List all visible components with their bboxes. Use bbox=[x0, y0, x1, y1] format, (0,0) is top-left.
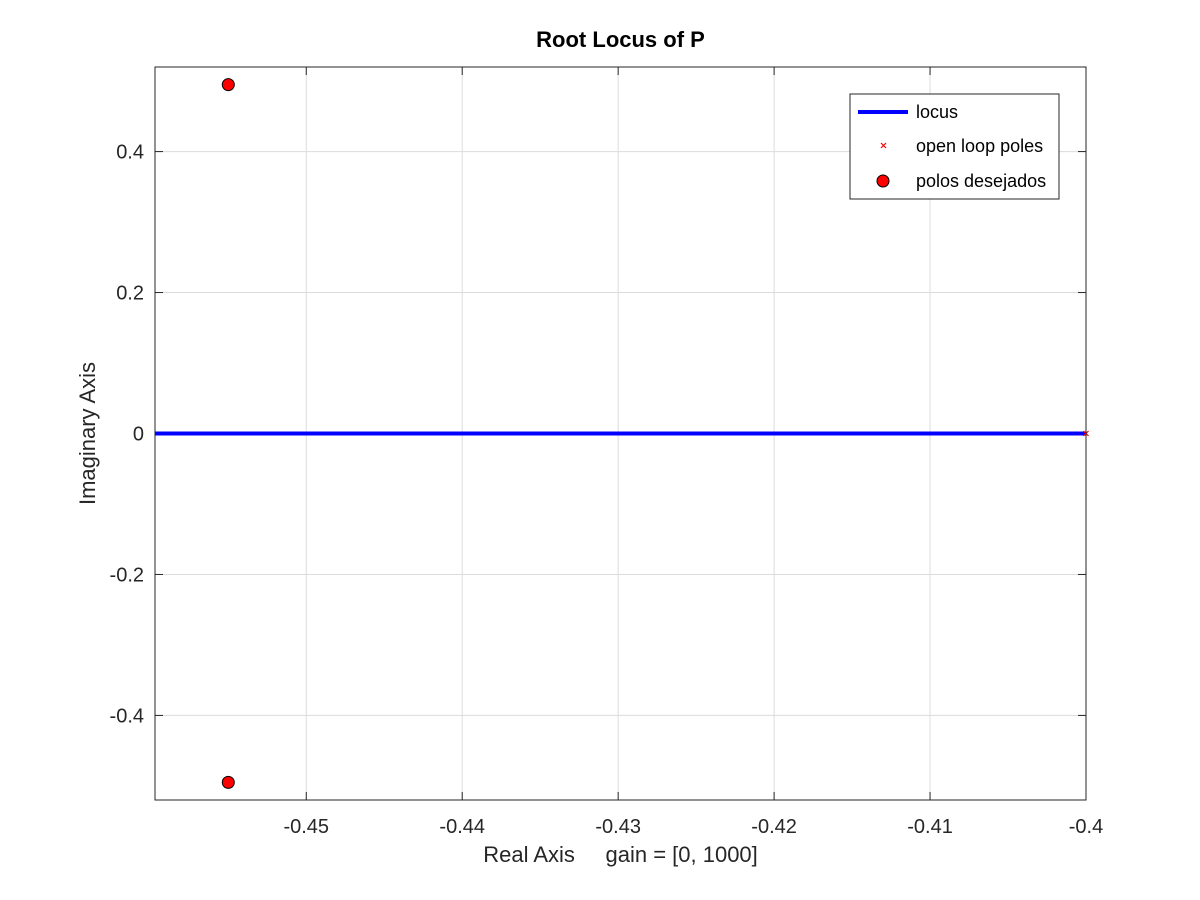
y-tick-label: 0 bbox=[133, 424, 144, 446]
legend: locus open loop poles polos desejados bbox=[849, 93, 1060, 200]
x-tick-label: -0.43 bbox=[595, 816, 641, 838]
data-series bbox=[155, 78, 1089, 789]
polos-desejados-point bbox=[221, 78, 235, 92]
y-axis-label: Imaginary Axis bbox=[75, 362, 100, 505]
x-tick-label: -0.4 bbox=[1069, 816, 1103, 838]
plot-frame bbox=[154, 66, 1087, 801]
x-tick-label: -0.42 bbox=[751, 816, 797, 838]
x-tick-label: -0.45 bbox=[283, 816, 329, 838]
chart-title: Root Locus of P bbox=[536, 27, 705, 52]
polos-desejados-point bbox=[221, 775, 235, 789]
legend-open-loop-poles-swatch bbox=[880, 142, 887, 149]
legend-label-locus: locus bbox=[916, 102, 958, 122]
x-axis-label: Real Axis gain = [0, 1000] bbox=[483, 842, 758, 867]
y-tick-label: 0.4 bbox=[116, 142, 144, 164]
x-tick-label: -0.44 bbox=[439, 816, 485, 838]
legend-label-open-loop-poles: open loop poles bbox=[916, 136, 1043, 156]
legend-polos-desejados-swatch bbox=[876, 174, 890, 188]
tick-labels: -0.45 -0.44 -0.43 -0.42 -0.41 -0.4 -0.4 -0.2 0 0.… bbox=[110, 142, 1104, 838]
legend-label-polos-desejados: polos desejados bbox=[916, 171, 1046, 191]
y-tick-label: -0.4 bbox=[110, 705, 144, 727]
y-tick-label: -0.2 bbox=[110, 564, 144, 586]
y-tick-label: 0.2 bbox=[116, 283, 144, 305]
x-tick-label: -0.41 bbox=[907, 816, 953, 838]
